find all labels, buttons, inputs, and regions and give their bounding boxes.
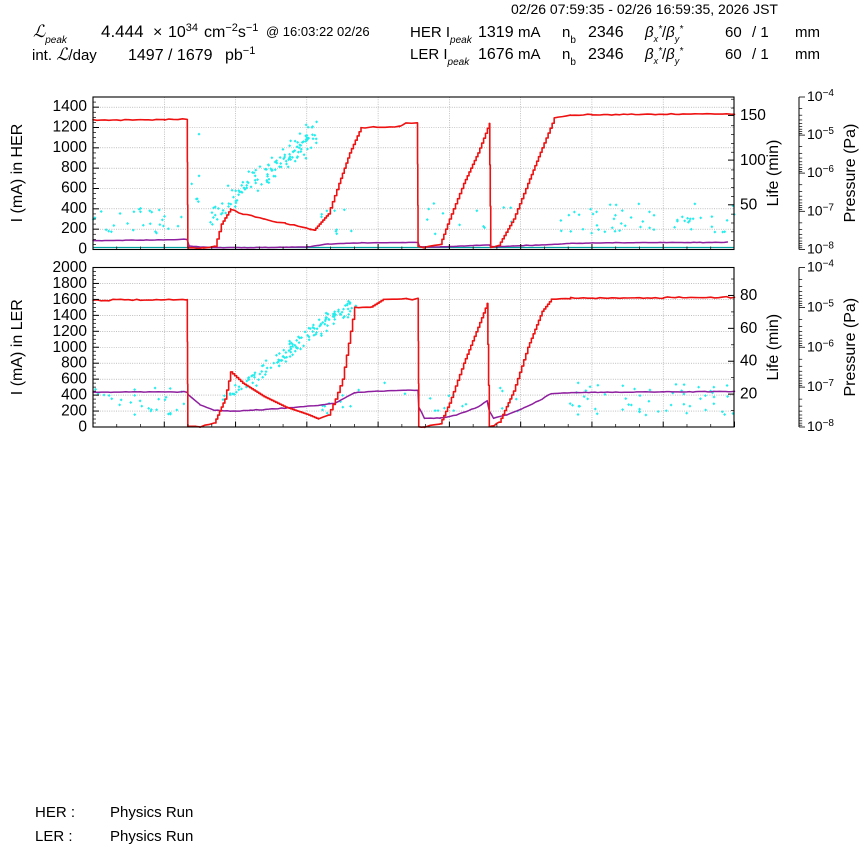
svg-text:I (mA) in HER: I (mA) in HER: [9, 124, 26, 223]
svg-text:40: 40: [740, 353, 758, 370]
svg-text:1000: 1000: [53, 139, 88, 156]
svg-text:mm: mm: [795, 46, 820, 63]
svg-text:LER :: LER :: [35, 828, 73, 845]
svg-text:×: ×: [153, 24, 162, 41]
svg-text:400: 400: [61, 200, 87, 217]
svg-text:@ 16:03:22 02/26: @ 16:03:22 02/26: [266, 24, 370, 39]
svg-text:1200: 1200: [53, 323, 88, 340]
svg-text:1400: 1400: [53, 98, 88, 115]
svg-text:/ 1: / 1: [752, 46, 769, 63]
svg-text:1200: 1200: [53, 119, 88, 136]
svg-text:60: 60: [725, 24, 742, 41]
svg-text:600: 600: [61, 371, 87, 388]
svg-text:1000: 1000: [53, 339, 88, 356]
svg-text:Physics Run: Physics Run: [110, 804, 193, 821]
svg-text:mA: mA: [518, 46, 541, 63]
svg-text:1676: 1676: [478, 46, 514, 63]
svg-text:02/26 07:59:35 - 02/26 16:59:3: 02/26 07:59:35 - 02/26 16:59:35, 2026 JS…: [511, 1, 778, 17]
svg-text:mm: mm: [795, 24, 820, 41]
svg-text:0: 0: [78, 419, 87, 436]
svg-text:80: 80: [740, 287, 758, 304]
svg-text:2000: 2000: [53, 259, 88, 276]
svg-text:I (mA) in LER: I (mA) in LER: [9, 299, 26, 395]
svg-text:1600: 1600: [53, 291, 88, 308]
svg-text:200: 200: [61, 220, 87, 237]
svg-text:150: 150: [740, 107, 766, 124]
svg-text:4.444: 4.444: [101, 22, 144, 41]
svg-text:800: 800: [61, 355, 87, 372]
svg-text:Pressure (Pa): Pressure (Pa): [842, 298, 859, 397]
svg-text:60: 60: [740, 320, 758, 337]
svg-text:1319: 1319: [478, 24, 514, 41]
svg-text:800: 800: [61, 159, 87, 176]
svg-text:0: 0: [78, 241, 87, 258]
svg-text:Pressure (Pa): Pressure (Pa): [842, 124, 859, 223]
svg-text:Physics Run: Physics Run: [110, 828, 193, 845]
svg-text:600: 600: [61, 180, 87, 197]
svg-text:1800: 1800: [53, 275, 88, 292]
svg-text:200: 200: [61, 403, 87, 420]
svg-text:int. ℒ/day: int. ℒ/day: [32, 45, 97, 64]
svg-text:2346: 2346: [588, 46, 624, 63]
svg-text:20: 20: [740, 386, 758, 403]
svg-text:400: 400: [61, 387, 87, 404]
svg-text:2346: 2346: [588, 24, 624, 41]
svg-text:1400: 1400: [53, 307, 88, 324]
svg-text:50: 50: [740, 197, 758, 214]
svg-text:1497 / 1679: 1497 / 1679: [128, 47, 213, 64]
svg-text:HER :: HER :: [35, 804, 75, 821]
svg-text:Life (min): Life (min): [765, 140, 782, 207]
svg-text:Life (min): Life (min): [765, 314, 782, 381]
svg-text:mA: mA: [518, 24, 541, 41]
svg-text:100: 100: [740, 152, 766, 169]
svg-text:60: 60: [725, 46, 742, 63]
svg-text:/ 1: / 1: [752, 24, 769, 41]
